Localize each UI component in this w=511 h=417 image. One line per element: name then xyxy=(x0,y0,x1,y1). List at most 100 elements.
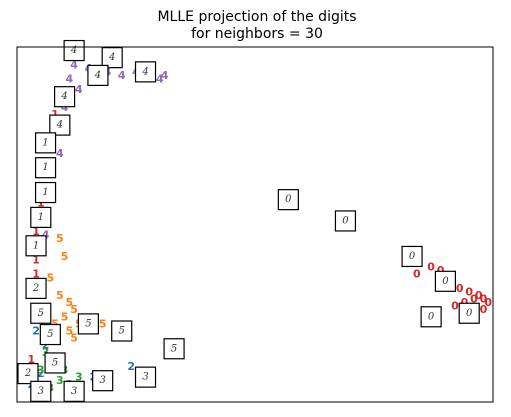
plot-area: 4444444444444111111115555555555550000000… xyxy=(17,39,492,402)
svg-text:4: 4 xyxy=(56,120,63,131)
digit-point-11: 4 xyxy=(56,147,64,160)
digit-thumbnail-3: 4 xyxy=(134,61,157,83)
svg-text:5: 5 xyxy=(52,357,58,368)
digit-thumbnail-9: 1 xyxy=(30,206,52,228)
digit-point-42: 0 xyxy=(484,296,492,309)
digit-point-0: 4 xyxy=(70,58,78,71)
digit-point-55: 3 xyxy=(56,374,64,387)
digit-thumbnail-11: 2 xyxy=(25,277,47,299)
digit-point-38: 0 xyxy=(465,285,473,298)
digit-thumbnail-4: 4 xyxy=(53,86,76,108)
svg-text:3: 3 xyxy=(38,386,44,397)
digit-point-27: 5 xyxy=(61,310,69,323)
digit-point-37: 0 xyxy=(456,282,464,295)
svg-text:0: 0 xyxy=(428,311,435,322)
svg-text:5: 5 xyxy=(119,326,125,337)
digit-point-16: 1 xyxy=(37,197,45,210)
svg-text:1: 1 xyxy=(33,240,39,251)
digit-point-50: 2 xyxy=(127,360,135,373)
digit-thumbnail-18: 2 xyxy=(17,363,39,385)
svg-text:3: 3 xyxy=(71,386,77,397)
svg-text:1: 1 xyxy=(42,187,48,198)
chart-title-line1: MLLE projection of the digits xyxy=(157,9,356,25)
digit-point-7: 4 xyxy=(66,72,74,85)
digit-thumbnail-25: 0 xyxy=(401,245,423,268)
digit-point-32: 5 xyxy=(99,317,107,330)
digit-point-30: 5 xyxy=(51,317,59,330)
digit-thumbnail-23: 0 xyxy=(277,189,299,211)
digit-point-23: 5 xyxy=(46,271,54,284)
digit-point-24: 5 xyxy=(56,289,64,302)
digit-point-17: 1 xyxy=(32,225,40,238)
digit-thumbnail-24: 0 xyxy=(334,210,357,232)
svg-text:0: 0 xyxy=(342,215,349,226)
digit-thumbnail-7: 1 xyxy=(34,157,57,179)
digit-thumbnail-15: 5 xyxy=(111,320,133,342)
digit-point-13: 1 xyxy=(51,108,59,121)
digit-point-45: 0 xyxy=(480,303,488,316)
digit-point-18: 1 xyxy=(32,254,40,267)
digit-point-26: 5 xyxy=(70,303,78,316)
svg-text:4: 4 xyxy=(141,66,148,77)
digit-point-39: 0 xyxy=(470,293,478,306)
svg-text:1: 1 xyxy=(42,137,48,148)
digit-point-41: 0 xyxy=(480,293,488,306)
svg-text:1: 1 xyxy=(38,212,44,223)
digit-thumbnail-2: 4 xyxy=(87,64,109,87)
digit-point-33: 0 xyxy=(413,268,421,281)
digit-thumbnail-21: 3 xyxy=(92,370,114,392)
digit-thumbnail-12: 5 xyxy=(30,302,52,324)
digit-point-20: 1 xyxy=(27,353,35,366)
svg-text:2: 2 xyxy=(32,283,39,294)
svg-text:5: 5 xyxy=(47,329,53,340)
svg-text:0: 0 xyxy=(409,251,416,262)
digit-thumbnail-13: 5 xyxy=(39,323,61,346)
digit-point-58: 3 xyxy=(75,371,83,384)
digit-point-9: 4 xyxy=(61,101,69,114)
digit-thumbnail-19: 3 xyxy=(30,380,52,402)
svg-text:4: 4 xyxy=(70,45,77,56)
digit-point-29: 5 xyxy=(66,325,74,338)
digit-point-48: 2 xyxy=(37,367,45,380)
svg-text:0: 0 xyxy=(442,276,449,287)
digit-thumbnail-20: 3 xyxy=(63,380,85,402)
digit-point-47: 2 xyxy=(42,339,50,352)
digit-thumbnail-14: 5 xyxy=(77,313,100,335)
svg-text:3: 3 xyxy=(99,375,105,386)
digit-point-43: 0 xyxy=(461,296,469,309)
digit-point-8: 4 xyxy=(75,83,83,96)
digit-thumbnail-28: 0 xyxy=(458,302,480,324)
svg-text:5: 5 xyxy=(171,343,177,354)
digit-point-21: 5 xyxy=(56,232,64,245)
axes-frame xyxy=(16,46,494,403)
digit-thumbnail-6: 1 xyxy=(34,132,57,154)
svg-text:3: 3 xyxy=(142,372,148,383)
digit-thumbnail-0: 4 xyxy=(63,39,85,62)
digit-thumbnail-5: 4 xyxy=(49,114,71,136)
svg-text:0: 0 xyxy=(466,308,473,319)
digit-point-25: 5 xyxy=(66,296,74,309)
digit-point-31: 5 xyxy=(70,332,78,345)
digit-point-46: 2 xyxy=(32,325,40,338)
digit-point-12: 4 xyxy=(42,229,50,242)
digit-point-52: 3 xyxy=(42,346,50,359)
svg-text:5: 5 xyxy=(38,308,44,319)
digit-point-6: 4 xyxy=(161,69,169,82)
digit-point-54: 3 xyxy=(37,364,45,377)
digit-thumbnail-17: 5 xyxy=(44,352,66,374)
digit-point-22: 5 xyxy=(61,250,69,263)
svg-text:5: 5 xyxy=(85,318,91,329)
digit-thumbnail-8: 1 xyxy=(34,181,57,204)
digit-thumbnail-22: 3 xyxy=(134,366,157,388)
chart-title-line2: for neighbors = 30 xyxy=(191,26,323,42)
digit-point-3: 4 xyxy=(118,69,126,82)
svg-text:0: 0 xyxy=(285,194,292,205)
svg-text:4: 4 xyxy=(108,52,115,63)
digit-point-19: 1 xyxy=(32,268,40,281)
svg-text:2: 2 xyxy=(24,368,31,379)
svg-text:1: 1 xyxy=(42,162,48,173)
digit-thumbnail-27: 0 xyxy=(420,306,442,328)
digit-thumbnail-1: 4 xyxy=(101,47,123,69)
svg-text:4: 4 xyxy=(94,70,101,81)
